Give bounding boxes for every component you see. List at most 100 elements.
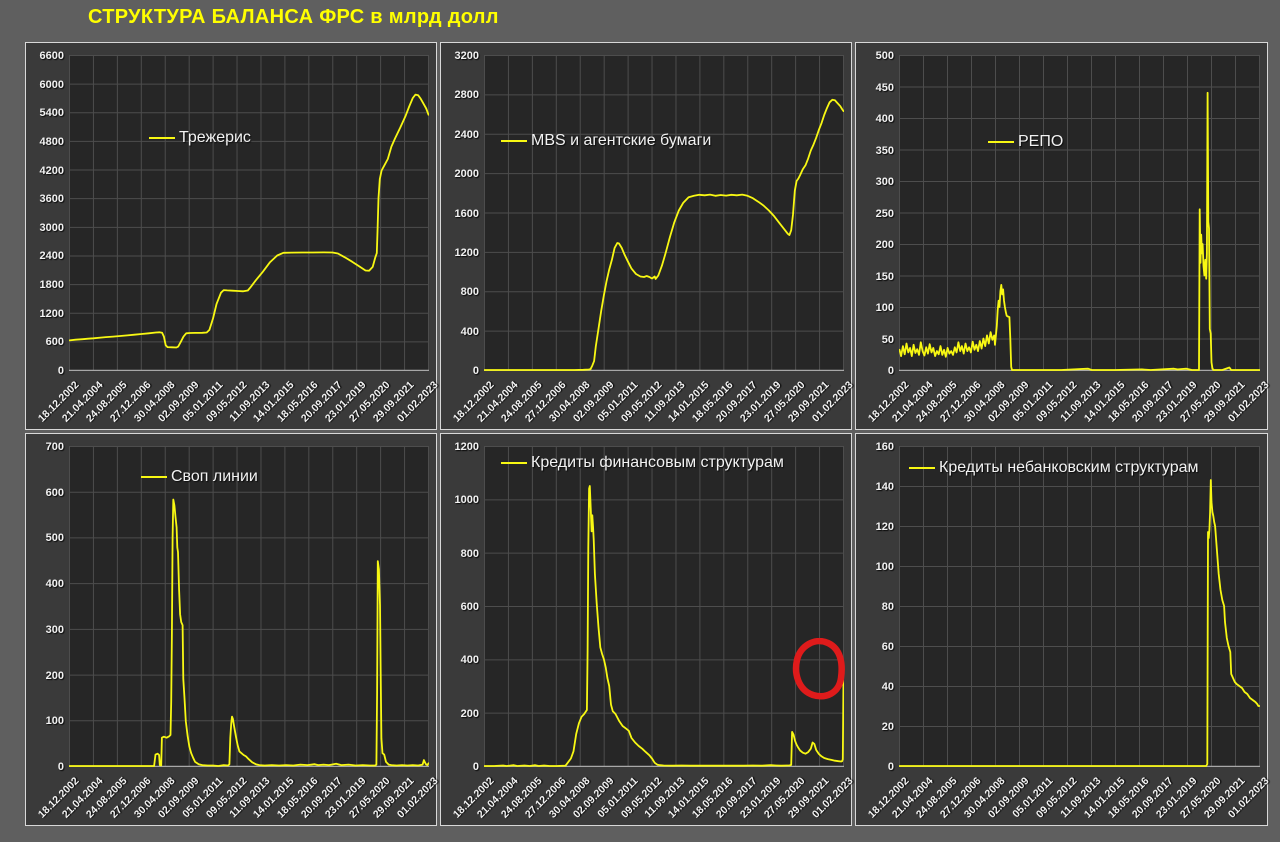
- data-series-line: [69, 498, 429, 767]
- line-chart: [69, 446, 429, 767]
- legend-repo: РЕПО: [988, 133, 1063, 151]
- y-tick-label: 80: [881, 601, 894, 613]
- plot-area-swap-lines: [69, 446, 429, 767]
- y-tick-label: 250: [875, 207, 894, 220]
- y-tick-label: 200: [460, 707, 479, 720]
- y-tick-label: 600: [460, 601, 479, 613]
- y-tick-label: 800: [460, 547, 479, 560]
- y-tick-label: 400: [460, 654, 479, 667]
- chart-panel-loans-nonbank: Кредиты небанковским структурам 0 20 40 60 8…: [855, 433, 1271, 826]
- legend-mbs-agency: MBS и агентские бумаги: [501, 132, 711, 150]
- page-title: СТРУКТУРА БАЛАНСА ФРС в млрд долл: [88, 6, 499, 28]
- y-tick-label: 3200: [454, 50, 479, 62]
- y-tick-label: 350: [875, 144, 894, 157]
- y-tick-label: 1800: [39, 279, 64, 292]
- legend-label: MBS и агентские бумаги: [531, 132, 712, 149]
- y-tick-label: 20: [881, 721, 894, 733]
- y-tick-label: 0: [57, 365, 64, 377]
- y-tick-label: 500: [45, 532, 64, 545]
- y-tick-label: 40: [881, 681, 894, 693]
- legend-line-sample: [149, 137, 175, 139]
- y-tick-label: 4200: [39, 164, 64, 177]
- chart-panel-swap-lines: Своп линии 0 100 200 300 400 500 600 700 18.12.2…: [25, 433, 440, 826]
- legend-line-sample: [141, 476, 167, 478]
- legend-loans-nonbank: Кредиты небанковским структурам: [909, 459, 1199, 477]
- y-tick-label: 400: [460, 325, 479, 338]
- plot-area-treasuries: [69, 55, 429, 371]
- y-tick-label: 140: [875, 481, 894, 493]
- y-tick-label: 3600: [39, 193, 64, 206]
- line-chart: [484, 446, 844, 767]
- y-tick-label: 1600: [454, 207, 479, 220]
- legend-line-sample: [988, 141, 1014, 143]
- y-tick-label: 0: [887, 761, 894, 773]
- plot-area-loans-financial: [484, 446, 844, 767]
- y-tick-label: 150: [875, 270, 894, 283]
- y-tick-label: 100: [45, 715, 64, 728]
- y-tick-label: 400: [875, 113, 894, 125]
- chart-panel-loans-financial: Кредиты финансовым структурам 0 200 400 600…: [440, 433, 855, 826]
- plot-area-loans-nonbank: [899, 446, 1260, 767]
- y-tick-label: 60: [881, 641, 894, 653]
- y-tick-label: 100: [875, 561, 894, 573]
- y-tick-label: 200: [45, 669, 64, 682]
- legend-swap-lines: Своп линии: [141, 468, 258, 486]
- data-series-line: [484, 98, 844, 371]
- y-tick-label: 1000: [454, 494, 479, 507]
- y-tick-label: 50: [881, 333, 894, 346]
- y-tick-label: 5400: [39, 107, 64, 120]
- y-tick-label: 0: [472, 365, 479, 377]
- y-tick-label: 6600: [39, 50, 64, 62]
- y-tick-label: 600: [45, 486, 64, 499]
- legend-treasuries: Трежерис: [149, 129, 251, 147]
- data-series-line: [899, 479, 1260, 767]
- legend-label: Трежерис: [179, 129, 251, 146]
- y-tick-label: 120: [875, 521, 894, 533]
- data-series-line: [69, 93, 429, 349]
- y-tick-label: 300: [875, 176, 894, 188]
- line-chart: [899, 55, 1260, 371]
- legend-line-sample: [501, 140, 527, 142]
- chart-panel-repo: РЕПО 0 50 100 150 200 250 300 350 400 450 500 18.12…: [855, 42, 1271, 430]
- line-chart: [484, 55, 844, 371]
- y-tick-label: 2400: [39, 250, 64, 263]
- y-tick-label: 2000: [454, 168, 479, 181]
- y-tick-label: 450: [875, 81, 894, 94]
- y-tick-label: 500: [875, 50, 894, 62]
- y-tick-label: 1200: [454, 246, 479, 259]
- legend-label: Кредиты финансовым структурам: [531, 454, 784, 471]
- line-chart: [69, 55, 429, 371]
- legend-label: РЕПО: [1018, 133, 1064, 150]
- line-chart: [899, 446, 1260, 767]
- plot-area-repo: [899, 55, 1260, 371]
- y-tick-label: 2800: [454, 89, 479, 102]
- y-tick-label: 600: [45, 336, 64, 349]
- y-tick-label: 160: [875, 441, 894, 453]
- y-tick-label: 400: [45, 578, 64, 591]
- y-tick-label: 100: [875, 302, 894, 314]
- legend-line-sample: [501, 462, 527, 464]
- y-tick-label: 800: [460, 286, 479, 299]
- chart-panel-mbs-agency: MBS и агентские бумаги 0 400 800 1200 1600 20…: [440, 42, 855, 430]
- y-tick-label: 6000: [39, 78, 64, 91]
- legend-label: Своп линии: [171, 468, 258, 485]
- data-series-line: [484, 485, 844, 767]
- y-tick-label: 2400: [454, 128, 479, 141]
- legend-label: Кредиты небанковским структурам: [939, 459, 1199, 476]
- y-tick-label: 200: [875, 239, 894, 251]
- y-tick-label: 1200: [39, 307, 64, 320]
- plot-area-mbs-agency: [484, 55, 844, 371]
- y-tick-label: 0: [57, 761, 64, 773]
- legend-loans-financial: Кредиты финансовым структурам: [501, 454, 784, 472]
- chart-panel-treasuries: Трежерис 0 600 1200 1800 2400 3000 3600 4200 480…: [25, 42, 440, 430]
- y-tick-label: 3000: [39, 221, 64, 234]
- y-tick-label: 700: [45, 441, 64, 453]
- data-series-line: [899, 91, 1260, 371]
- y-tick-label: 4800: [39, 135, 64, 148]
- y-tick-label: 300: [45, 623, 64, 636]
- y-tick-label: 0: [472, 761, 479, 773]
- y-tick-label: 1200: [454, 441, 479, 453]
- legend-line-sample: [909, 467, 935, 469]
- y-tick-label: 0: [887, 365, 894, 377]
